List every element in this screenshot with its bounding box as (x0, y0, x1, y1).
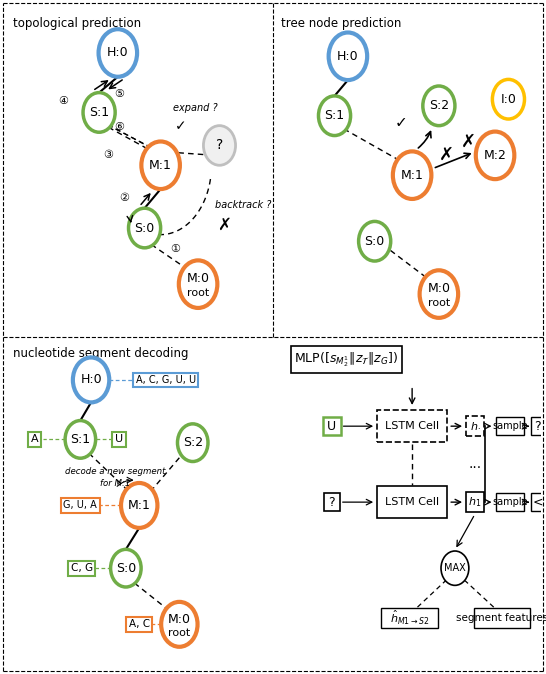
Bar (496, 493, 524, 511)
Text: A: A (31, 434, 39, 444)
Circle shape (111, 549, 141, 587)
Text: S:1: S:1 (324, 109, 345, 122)
Text: H:0: H:0 (337, 50, 359, 63)
Circle shape (128, 208, 161, 248)
Circle shape (359, 221, 391, 261)
Circle shape (329, 32, 367, 80)
Bar (323, 417, 341, 435)
Text: G, U, A: G, U, A (63, 500, 97, 510)
Text: root: root (168, 628, 191, 638)
Bar (377, 487, 447, 518)
Text: nucleotide segment decoding: nucleotide segment decoding (14, 347, 189, 360)
Circle shape (161, 602, 198, 647)
Text: ✗: ✗ (461, 133, 476, 151)
Text: ✓: ✓ (175, 119, 187, 133)
Bar (466, 416, 484, 436)
Bar (466, 492, 484, 512)
Text: $h_{\cdot}$: $h_{\cdot}$ (470, 421, 480, 431)
Text: MAX: MAX (444, 563, 466, 573)
Text: A, C: A, C (129, 619, 150, 630)
Circle shape (177, 424, 208, 462)
Text: ②: ② (120, 193, 129, 204)
Text: M:0: M:0 (187, 272, 210, 284)
Bar (531, 417, 545, 435)
Text: topological prediction: topological prediction (14, 17, 141, 30)
Circle shape (492, 80, 525, 119)
Text: decode a new segment: decode a new segment (65, 467, 165, 476)
Circle shape (179, 260, 217, 308)
Text: backtrack ?: backtrack ? (216, 200, 272, 210)
Text: U: U (327, 420, 336, 433)
Text: S:2: S:2 (429, 99, 449, 113)
Bar (531, 493, 545, 511)
Text: ...: ... (468, 457, 482, 471)
Circle shape (121, 483, 157, 528)
Text: ①: ① (170, 245, 180, 255)
Text: H:0: H:0 (107, 47, 129, 59)
Circle shape (204, 125, 235, 165)
Text: sample: sample (492, 421, 527, 431)
Circle shape (83, 92, 115, 132)
Text: M:1: M:1 (149, 159, 172, 172)
Text: ✓: ✓ (395, 115, 408, 130)
Bar (496, 417, 524, 435)
Circle shape (441, 551, 469, 585)
Text: S:1: S:1 (70, 433, 91, 446)
Text: S:0: S:0 (365, 235, 385, 248)
Text: I:0: I:0 (501, 93, 517, 106)
Circle shape (423, 86, 455, 125)
Text: ?: ? (216, 138, 223, 152)
Text: S:0: S:0 (116, 561, 136, 575)
Bar (473, 608, 530, 627)
Text: LSTM Cell: LSTM Cell (385, 421, 439, 431)
Text: LSTM Cell: LSTM Cell (385, 497, 439, 507)
Bar (324, 493, 340, 511)
Circle shape (65, 421, 96, 458)
Text: for M:1: for M:1 (100, 479, 130, 487)
Circle shape (318, 96, 351, 135)
Text: M:1: M:1 (128, 499, 151, 512)
Text: $\hat{h}_{M1\to S2}$: $\hat{h}_{M1\to S2}$ (390, 609, 429, 627)
Text: C, G: C, G (70, 563, 93, 573)
Text: ③: ③ (103, 150, 114, 160)
Text: segment features: segment features (455, 613, 546, 623)
Text: sample: sample (492, 497, 527, 507)
Text: ?: ? (329, 495, 335, 509)
Text: $\mathrm{MLP}([s_{M_2^1}\!\parallel\!z_{\mathcal{T}}\!\parallel\!z_G])$: $\mathrm{MLP}([s_{M_2^1}\!\parallel\!z_{… (294, 350, 399, 369)
Text: tree node prediction: tree node prediction (281, 17, 401, 30)
Text: <: < (532, 495, 543, 509)
Text: root: root (187, 288, 209, 299)
Text: H:0: H:0 (80, 373, 102, 386)
Text: ④: ④ (58, 96, 68, 106)
Circle shape (420, 270, 458, 318)
Text: $h_1$: $h_1$ (468, 495, 482, 509)
Text: S:0: S:0 (134, 222, 155, 235)
Text: U: U (115, 434, 123, 444)
Bar (377, 410, 447, 442)
Text: A, C, G, U, U: A, C, G, U, U (136, 375, 196, 385)
Text: M:2: M:2 (484, 149, 507, 162)
Text: M:1: M:1 (401, 168, 424, 182)
Text: M:0: M:0 (428, 282, 450, 295)
Circle shape (476, 131, 514, 179)
Circle shape (141, 142, 180, 189)
Text: S:1: S:1 (89, 106, 109, 119)
Text: ⑥: ⑥ (114, 122, 124, 132)
Bar (381, 608, 437, 627)
Text: ✗: ✗ (440, 146, 454, 164)
Text: expand ?: expand ? (173, 102, 218, 113)
Text: ✗: ✗ (217, 216, 230, 234)
Text: root: root (428, 299, 450, 308)
Text: ?: ? (535, 420, 541, 433)
Text: S:2: S:2 (183, 436, 203, 449)
Circle shape (73, 357, 109, 402)
Text: ⑤: ⑤ (114, 89, 124, 99)
Circle shape (393, 152, 431, 199)
Circle shape (99, 29, 137, 77)
Text: M:0: M:0 (168, 613, 191, 625)
